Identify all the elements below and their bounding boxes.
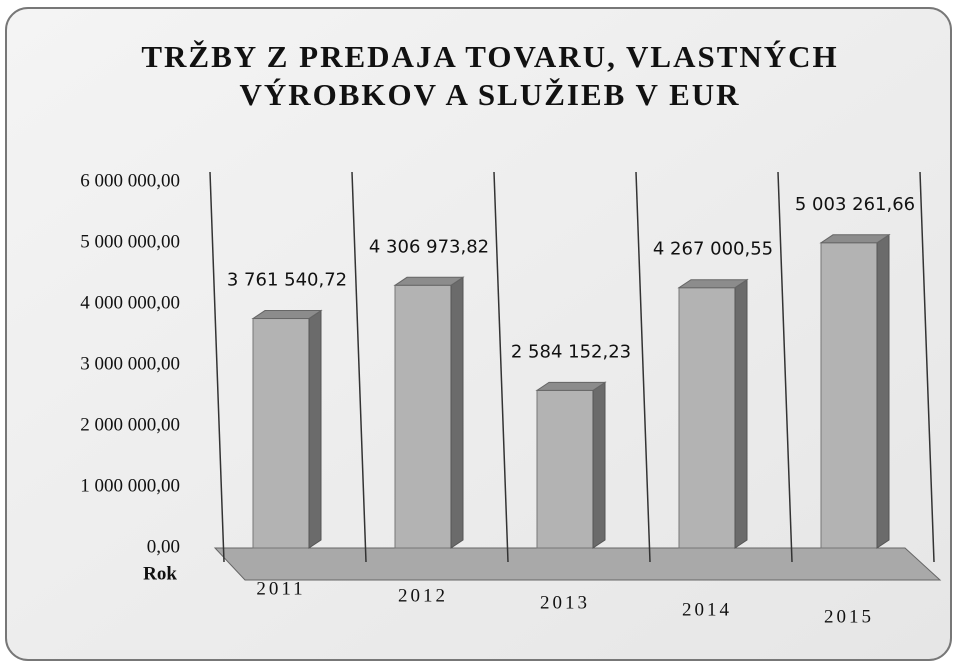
bar [536, 389, 594, 549]
y-tick-label: 2 000 000,00 [80, 414, 180, 435]
x-tick-label: 2012 [398, 585, 448, 606]
x-axis-label: Rok [143, 563, 177, 584]
y-tick-label: 0,00 [147, 536, 180, 557]
bar [394, 284, 452, 549]
x-tick-label: 2011 [256, 578, 305, 599]
y-tick-label: 3 000 000,00 [80, 353, 180, 374]
chart-title: TRŽBY Z PREDAJA TOVARU, VLASTNÝCH VÝROBK… [141, 39, 839, 112]
separator [777, 171, 793, 563]
bar-side [450, 276, 464, 549]
y-tick-label: 6 000 000,00 [80, 170, 180, 191]
y-tick-label: 5 000 000,00 [80, 231, 180, 252]
separator [635, 171, 651, 563]
x-tick-label: 2015 [824, 606, 874, 627]
separator [209, 171, 225, 563]
y-tick-label: 4 000 000,00 [80, 292, 180, 313]
data-label: 4 267 000,55 [653, 239, 773, 260]
bar-side [308, 309, 322, 549]
floor [213, 547, 942, 581]
separator [351, 171, 367, 563]
data-label: 3 761 540,72 [227, 270, 347, 291]
data-label: 2 584 152,23 [511, 341, 631, 362]
bar-side [734, 278, 748, 549]
bar [678, 287, 736, 549]
data-label: 4 306 973,82 [369, 236, 489, 257]
bar-top [251, 310, 323, 320]
y-tick-label: 1 000 000,00 [80, 475, 180, 496]
x-tick-label: 2014 [682, 599, 732, 620]
data-label: 5 003 261,66 [795, 194, 915, 215]
separator [919, 171, 935, 563]
x-tick-label: 2013 [540, 592, 590, 613]
bar-top [677, 279, 749, 289]
bar-top [819, 234, 891, 244]
bar-side [592, 381, 606, 549]
separator [493, 171, 509, 563]
bar [820, 242, 878, 549]
bar-side [876, 233, 890, 549]
bar-top [535, 381, 607, 391]
bar [252, 318, 310, 549]
bar-top [393, 276, 465, 286]
